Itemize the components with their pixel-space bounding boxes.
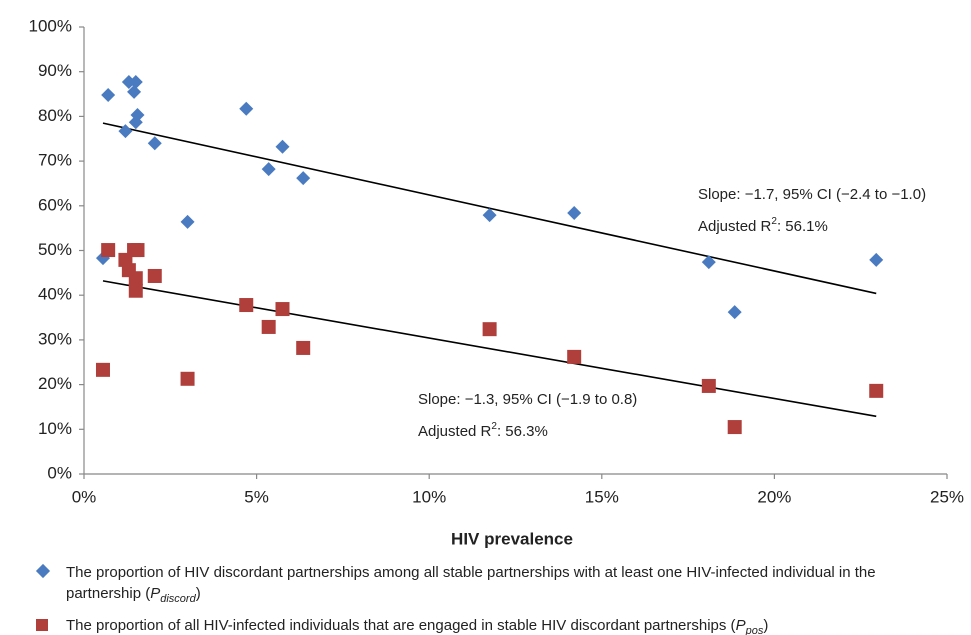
point (128, 283, 143, 298)
annotation: Adjusted R2: 56.3% (418, 421, 548, 440)
x-tick-label: 5% (244, 487, 269, 506)
point (147, 136, 162, 151)
legend-subscript: pos (745, 625, 764, 635)
point (727, 305, 742, 320)
legend-text: The proportion of all HIV-infected indiv… (66, 617, 736, 634)
y-tick-label: 10% (38, 419, 72, 438)
point (118, 124, 133, 139)
y-tick-label: 80% (38, 106, 72, 125)
x-tick-label: 15% (585, 487, 619, 506)
point (482, 208, 497, 223)
legend-item: The proportion of all HIV-infected indiv… (36, 615, 916, 635)
point (127, 84, 142, 99)
legend-symbol: P (735, 617, 746, 634)
legend-subscript: discord (160, 593, 196, 605)
point (101, 243, 116, 258)
x-tick-label: 10% (412, 487, 446, 506)
y-tick-label: 100% (29, 16, 72, 35)
legend-marker (35, 563, 51, 579)
x-axis-title: HIV prevalence (451, 529, 573, 548)
trend-line (102, 280, 877, 418)
point (275, 139, 290, 154)
annotation-text: : 56.3% (497, 423, 548, 440)
annotation: Slope: −1.3, 95% CI (−1.9 to 0.8) (418, 391, 637, 408)
point (482, 322, 497, 337)
point (128, 74, 143, 89)
point (95, 362, 110, 377)
annotation-sup: 2 (491, 421, 497, 432)
point (275, 302, 290, 317)
point (180, 214, 195, 229)
point (296, 171, 311, 186)
annotation-text: Adjusted R (418, 423, 492, 440)
annotation-text: Adjusted R (698, 218, 772, 235)
y-tick-label: 60% (38, 195, 72, 214)
annotation: Adjusted R2: 56.1% (698, 216, 828, 235)
point (869, 383, 884, 398)
point (128, 271, 143, 286)
legend-symbol: P (150, 585, 161, 602)
x-tick-label: 0% (72, 487, 97, 506)
point (261, 162, 276, 177)
legend-text: ) (763, 617, 769, 634)
point (239, 298, 254, 313)
legend-marker (36, 619, 48, 631)
point (727, 420, 742, 435)
annotation-text: : 56.1% (777, 218, 828, 235)
x-tick-label: 25% (930, 487, 964, 506)
point (296, 340, 311, 355)
point (239, 101, 254, 116)
point (701, 255, 716, 270)
y-tick-label: 30% (38, 329, 72, 348)
point (701, 378, 716, 393)
point (567, 349, 582, 364)
point (147, 268, 162, 283)
point (180, 371, 195, 386)
y-tick-label: 70% (38, 151, 72, 170)
point (869, 252, 884, 267)
x-tick-label: 20% (757, 487, 791, 506)
y-tick-label: 90% (38, 61, 72, 80)
annotation-sup: 2 (771, 216, 777, 227)
point (261, 319, 276, 334)
point (101, 87, 116, 102)
chart: HIV prevalence 0%10%20%30%40%50%60%70%80… (29, 16, 965, 548)
point (128, 115, 143, 130)
legend-text: ) (195, 585, 201, 602)
point (130, 243, 145, 258)
y-tick-label: 40% (38, 285, 72, 304)
legend-text: The proportion of HIV discordant partner… (66, 564, 876, 602)
legend-item: The proportion of HIV discordant partner… (35, 562, 916, 610)
y-tick-label: 50% (38, 240, 72, 259)
annotation: Slope: −1.7, 95% CI (−2.4 to −1.0) (698, 186, 926, 203)
point (567, 205, 582, 220)
y-tick-label: 0% (47, 463, 72, 482)
y-tick-label: 20% (38, 374, 72, 393)
